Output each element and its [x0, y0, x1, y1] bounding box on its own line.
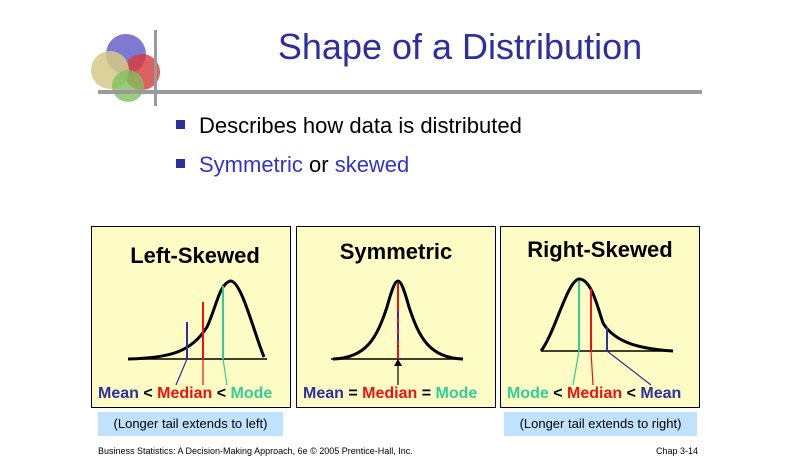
mode-label: Mode — [230, 385, 273, 402]
bullet-2-skewed: skewed — [334, 152, 410, 177]
bullet-2: Symmetric or skewed — [176, 152, 409, 178]
bullet-1: Describes how data is distributed — [176, 113, 522, 139]
slide-title: Shape of a Distribution — [277, 26, 643, 67]
mean-label: Mean — [303, 385, 344, 402]
logo-circles-icon — [91, 34, 160, 102]
bullet-1-text: Describes how data is distributed — [199, 113, 522, 138]
right-skewed-curve — [539, 277, 674, 386]
symmetric-relation: Mean = Median = Mode — [303, 385, 477, 403]
footer-source: Business Statistics: A Decision-Making A… — [98, 446, 413, 456]
right-skewed-relation: Mode < Median < Mean — [507, 385, 681, 403]
panel-symmetric: Symmetric Mean = Median = Mode — [296, 226, 496, 408]
left-skewed-curve — [127, 279, 267, 386]
op-1: = — [343, 385, 363, 402]
panel-title: Symmetric — [339, 239, 453, 264]
op-1: < — [548, 385, 568, 402]
bullet-2-symmetric: Symmetric — [199, 152, 303, 177]
note-right-tail: (Longer tail extends to right) — [504, 412, 697, 436]
note-left-tail: (Longer tail extends to left) — [98, 412, 283, 436]
footer-page-number: Chap 3-14 — [656, 446, 699, 456]
mode-label: Mode — [435, 385, 478, 402]
bullet-square-icon — [176, 158, 185, 168]
mean-label: Mean — [98, 385, 139, 402]
op-2: < — [212, 385, 231, 402]
slide-logo — [88, 30, 168, 110]
op-2: = — [417, 385, 436, 402]
op-1: < — [138, 385, 158, 402]
panel-left-skewed: Left-Skewed Mean < Median < Mode — [91, 226, 291, 408]
symmetric-curve — [331, 279, 464, 385]
median-label: Median — [157, 385, 213, 402]
bullet-2-or: or — [302, 152, 335, 177]
panel-title: Right-Skewed — [527, 237, 673, 262]
title-vertical-rule — [154, 30, 157, 106]
panel-title: Left-Skewed — [130, 243, 260, 268]
mode-label: Mode — [507, 385, 549, 402]
left-skewed-relation: Mean < Median < Mode — [98, 385, 272, 403]
median-label: Median — [567, 385, 623, 402]
median-label: Median — [362, 385, 418, 402]
title-horizontal-rule — [98, 90, 702, 94]
mean-label: Mean — [640, 385, 682, 402]
op-2: < — [622, 385, 641, 402]
bullet-square-icon — [176, 119, 185, 129]
panel-right-skewed: Right-Skewed Mode < Median < Mean — [500, 226, 700, 408]
